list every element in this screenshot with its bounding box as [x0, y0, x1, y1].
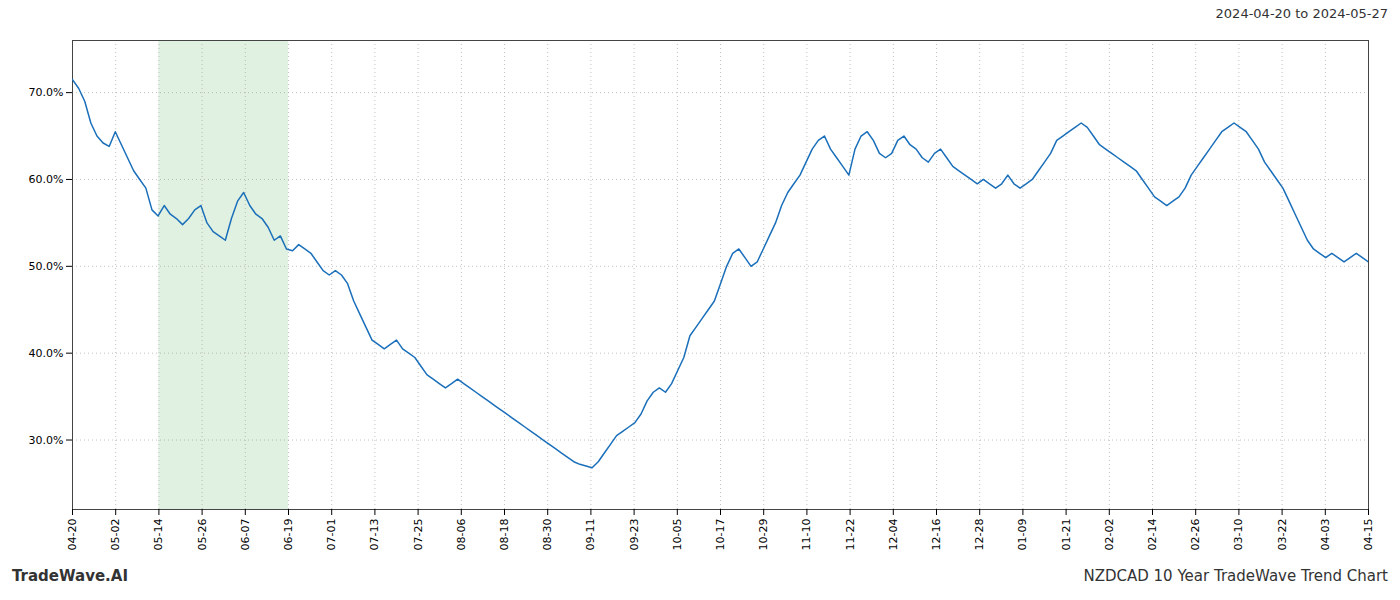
svg-text:07-25: 07-25: [412, 519, 425, 551]
svg-text:60.0%: 60.0%: [29, 173, 64, 186]
svg-text:04-20: 04-20: [66, 519, 79, 551]
svg-text:10-05: 10-05: [671, 519, 684, 551]
svg-text:03-22: 03-22: [1276, 519, 1289, 551]
svg-text:07-01: 07-01: [325, 519, 338, 551]
html-text:NZDCAD 10 Year TradeWave Trend: NZDCAD 10 Year TradeWave Trend Chart: [1083, 567, 1388, 585]
svg-text:10-29: 10-29: [757, 519, 770, 551]
svg-text:06-07: 06-07: [239, 519, 252, 551]
svg-text:05-02: 05-02: [109, 519, 122, 551]
svg-text:05-26: 05-26: [196, 519, 209, 551]
svg-text:04-03: 04-03: [1319, 519, 1332, 551]
svg-text:04-15: 04-15: [1362, 519, 1375, 551]
svg-text:08-30: 08-30: [541, 519, 554, 551]
svg-text:12-28: 12-28: [973, 519, 986, 551]
svg-text:11-10: 11-10: [800, 519, 813, 551]
svg-text:01-21: 01-21: [1060, 519, 1073, 551]
svg-text:08-18: 08-18: [498, 519, 511, 551]
html-text:2024-04-20 to 2024-05-27: 2024-04-20 to 2024-05-27: [1215, 6, 1388, 21]
svg-text:05-14: 05-14: [152, 519, 165, 551]
svg-text:09-23: 09-23: [628, 519, 641, 551]
svg-text:02-02: 02-02: [1103, 519, 1116, 551]
svg-text:70.0%: 70.0%: [29, 86, 64, 99]
svg-text:50.0%: 50.0%: [29, 260, 64, 273]
svg-text:10-17: 10-17: [714, 519, 727, 551]
svg-text:11-22: 11-22: [844, 519, 857, 551]
svg-text:08-06: 08-06: [455, 519, 468, 551]
svg-text:30.0%: 30.0%: [29, 434, 64, 447]
svg-text:03-10: 03-10: [1232, 519, 1245, 551]
svg-text:09-11: 09-11: [584, 519, 597, 551]
svg-text:02-26: 02-26: [1189, 519, 1202, 551]
svg-text:07-13: 07-13: [368, 519, 381, 551]
svg-text:12-16: 12-16: [930, 519, 943, 551]
svg-text:40.0%: 40.0%: [29, 347, 64, 360]
svg-text:02-14: 02-14: [1146, 519, 1159, 551]
svg-text:01-09: 01-09: [1016, 519, 1029, 551]
html-text:TradeWave.AI: TradeWave.AI: [12, 567, 128, 585]
svg-text:12-04: 12-04: [887, 519, 900, 551]
svg-text:06-19: 06-19: [282, 519, 295, 551]
